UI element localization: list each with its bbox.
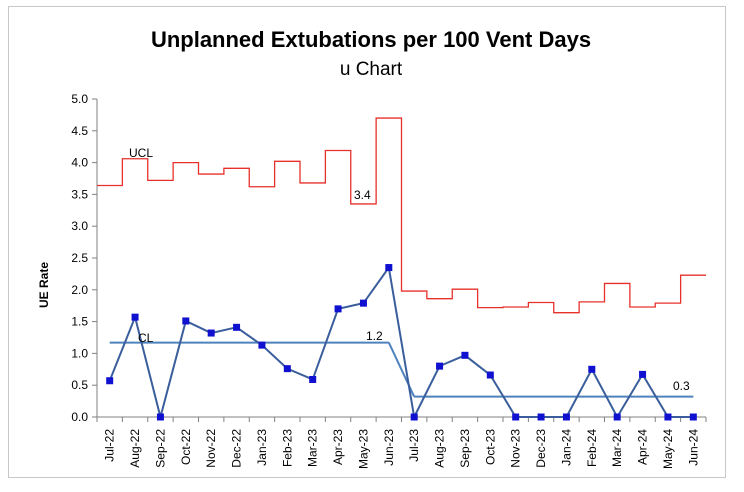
chart-frame: Unplanned Extubations per 100 Vent Days …	[8, 6, 726, 478]
x-tick-label: Sep-23	[458, 429, 472, 468]
x-tick-label: Jul-22	[103, 429, 117, 462]
x-tick-label: Mar-23	[306, 429, 320, 467]
data-point-jan-23	[258, 341, 266, 349]
data-point-may-23	[359, 299, 367, 307]
x-tick-label: Oct-22	[179, 429, 193, 465]
y-tick-label: 2.0	[71, 283, 88, 297]
data-point-jan-24	[562, 413, 570, 421]
x-tick-label: Mar-24	[610, 429, 624, 467]
ucl-step-path	[97, 117, 706, 314]
x-tick-label: Jun-23	[382, 429, 396, 466]
x-tick-label: Aug-22	[128, 429, 142, 468]
chart-title: Unplanned Extubations per 100 Vent Days	[151, 27, 591, 52]
data-point-apr-23	[334, 305, 342, 313]
data-point-may-24	[664, 413, 672, 421]
x-tick-label: Jan-23	[255, 429, 269, 466]
x-tick-label: May-23	[356, 429, 370, 469]
data-point-feb-23	[283, 365, 291, 373]
x-tick-label: May-24	[661, 429, 675, 469]
y-axis-label: UE Rate	[37, 262, 51, 308]
x-tick-label: Apr-23	[331, 429, 345, 465]
data-point-jun-24	[689, 413, 697, 421]
x-tick-label: Nov-23	[509, 429, 523, 468]
y-tick-label: 2.5	[71, 251, 88, 265]
ucl-label: UCL	[129, 146, 153, 160]
data-point-dec-22	[233, 323, 241, 331]
data-point-sep-23	[461, 351, 469, 359]
y-tick-label: 4.5	[71, 124, 88, 138]
x-tick-label: Aug-23	[433, 429, 447, 468]
u-chart: Unplanned Extubations per 100 Vent Days …	[37, 27, 707, 469]
data-point-jul-23	[410, 413, 418, 421]
data-point-aug-22	[131, 313, 139, 321]
x-tick-label: Oct-23	[483, 429, 497, 465]
y-tick-label: 1.5	[71, 315, 88, 329]
x-tick-label: Nov-22	[204, 429, 218, 468]
axes: 0.0 0.5 1.0 1.5 2.0 2.5 3.0 3.5 4.0 4.5 5.0 Jul-22 A…	[71, 92, 707, 469]
cl-value-label-2: 0.3	[673, 379, 690, 393]
data-point-sep-22	[156, 413, 164, 421]
x-tick-label: Jan-24	[559, 429, 573, 466]
y-tick-label: 1.0	[71, 346, 88, 360]
x-tick-label: Dec-23	[534, 429, 548, 468]
ucl-line	[97, 117, 706, 314]
ucl-value-label: 3.4	[354, 188, 371, 202]
center-line-path	[109, 341, 694, 398]
data-point-nov-23	[512, 413, 520, 421]
data-point-mar-23	[309, 375, 317, 383]
cl-label: CL	[138, 331, 154, 345]
chart-subtitle: u Chart	[340, 59, 403, 80]
cl-value-label-1: 1.2	[366, 329, 383, 343]
data-line	[108, 264, 694, 421]
data-point-oct-22	[182, 317, 190, 325]
y-tick-label: 4.0	[71, 156, 88, 170]
x-tick-label: Jul-23	[407, 429, 421, 462]
x-tick-label: Feb-23	[280, 429, 294, 467]
y-tick-label: 3.0	[71, 219, 88, 233]
y-tick-label: 5.0	[71, 92, 88, 106]
data-point-feb-24	[588, 365, 596, 373]
x-tick-label: Dec-22	[230, 429, 244, 468]
y-tick-label: 3.5	[71, 187, 88, 201]
data-series	[106, 264, 697, 421]
center-line	[109, 341, 694, 398]
data-point-jun-23	[385, 264, 393, 272]
annotations: UCL CL 1.2 3.4 0.3	[129, 146, 690, 393]
x-tick-label: Feb-24	[585, 429, 599, 467]
data-point-jul-22	[106, 377, 114, 385]
y-tick-label: 0.5	[71, 378, 88, 392]
x-tick-label: Sep-22	[153, 429, 167, 468]
data-point-dec-23	[537, 413, 545, 421]
data-point-oct-23	[486, 371, 494, 379]
data-point-mar-24	[613, 413, 621, 421]
x-tick-label: Apr-24	[636, 429, 650, 465]
data-point-apr-24	[639, 370, 647, 378]
data-point-aug-23	[436, 362, 444, 370]
data-point-nov-22	[207, 329, 215, 337]
x-tick-label: Jun-24	[686, 429, 700, 466]
y-tick-label: 0.0	[71, 410, 88, 424]
